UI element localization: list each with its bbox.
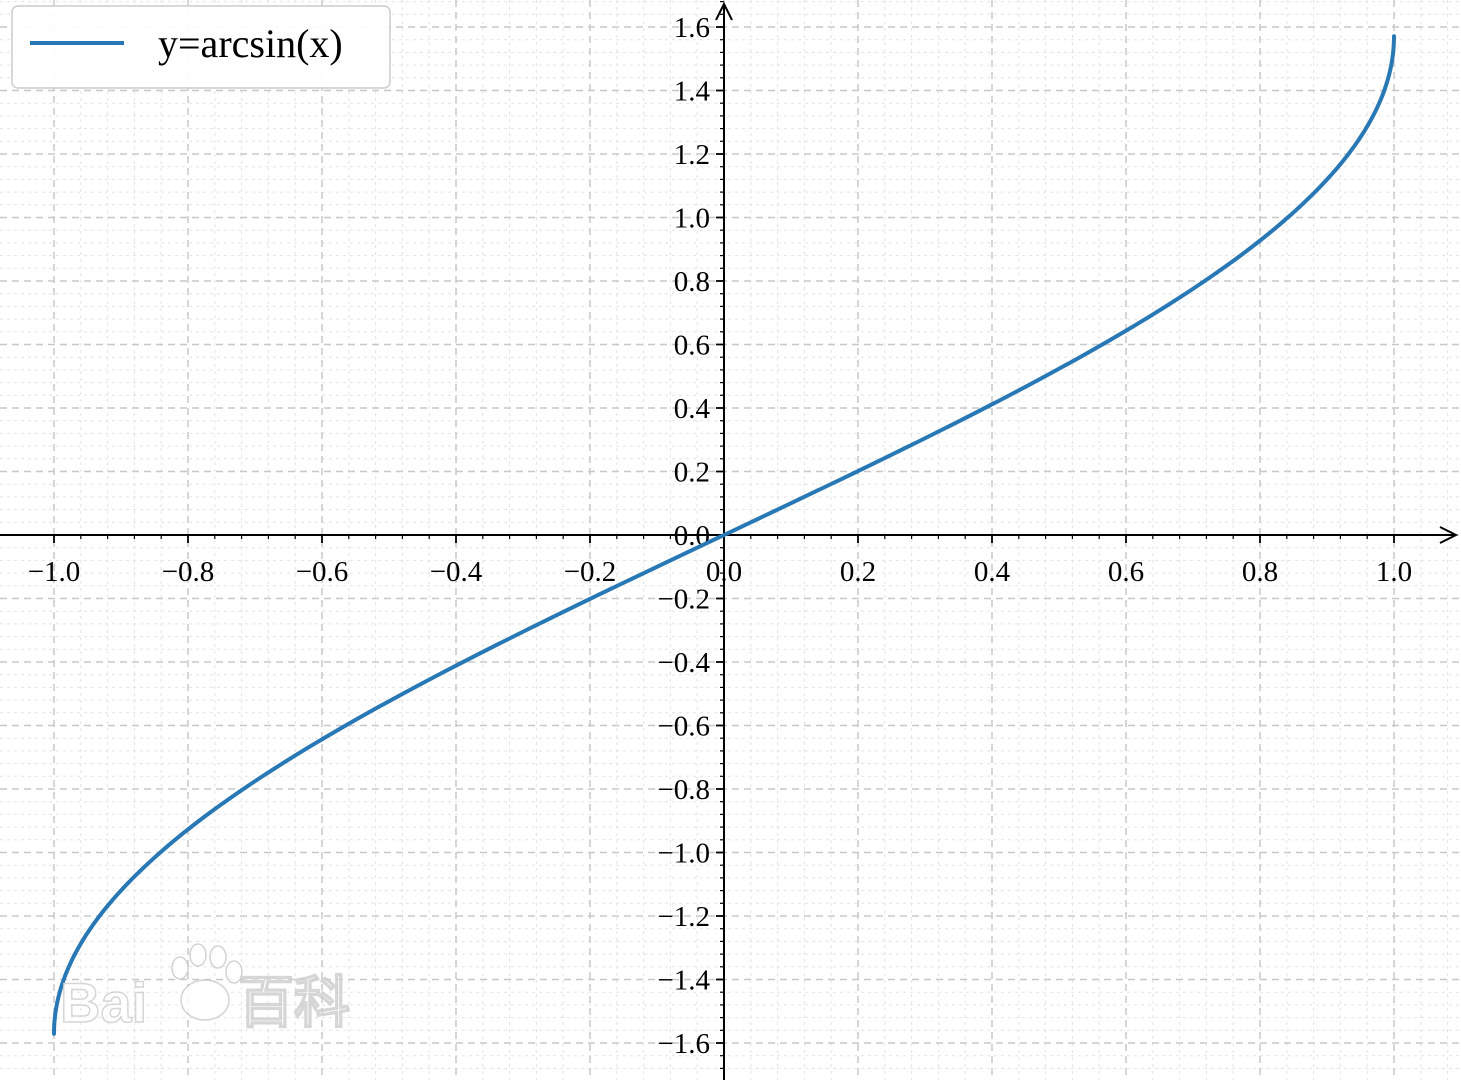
x-tick-label: 0.4: [974, 556, 1011, 588]
y-tick-label: 0.2: [674, 457, 710, 489]
y-axis-arrow: [715, 1, 733, 21]
x-tick-label: −0.8: [162, 556, 215, 588]
watermark-bai: Bai: [60, 971, 147, 1034]
x-tick-label: 1.0: [1376, 556, 1412, 588]
y-tick-label: −0.4: [657, 647, 710, 679]
y-tick-label: 1.4: [674, 76, 711, 108]
y-tick-label: 1.2: [674, 139, 710, 171]
y-tick-label: 0.6: [674, 330, 710, 362]
x-tick-label: −1.0: [28, 556, 81, 588]
legend-box: [11, 5, 391, 89]
legend: y=arcsin(x): [11, 5, 391, 89]
x-axis-arrow: [1439, 526, 1459, 544]
y-tick-label: 1.0: [674, 203, 710, 235]
paw-icon: [171, 943, 243, 1021]
y-tick-label: −1.4: [657, 965, 710, 997]
watermark: Bai 百科: [59, 943, 351, 1035]
x-tick-label: −0.6: [296, 556, 349, 588]
series: [52, 34, 1396, 1036]
y-tick-label: −0.6: [657, 711, 710, 743]
ticks: [53, 1, 1395, 1070]
x-tick-label: −0.4: [430, 556, 483, 588]
y-tick-label: 1.6: [674, 12, 710, 44]
watermark-baike: 百科: [238, 971, 350, 1034]
tick-labels: −1.0 −0.8 −0.6 −0.4 −0.2 0.0 0.2 0.4 0.6 0.8 1.0−1…: [28, 12, 1412, 1060]
y-tick-label: −1.0: [657, 838, 710, 870]
y-tick-label: −1.6: [657, 1028, 710, 1060]
x-tick-label: 0.6: [1108, 556, 1144, 588]
x-tick-label: −0.2: [564, 556, 617, 588]
y-tick-label: −0.8: [657, 774, 710, 806]
x-tick-label: 0.2: [840, 556, 876, 588]
y-tick-label: 0.8: [674, 266, 710, 298]
y-tick-label: −0.2: [657, 584, 710, 616]
x-tick-label: 0.0: [706, 556, 742, 588]
legend-label: y=arcsin(x): [158, 21, 343, 66]
y-tick-label: −1.2: [657, 901, 710, 933]
y-tick-label: 0.4: [674, 393, 711, 425]
x-tick-label: 0.8: [1242, 556, 1278, 588]
y-tick-label: 0.0: [674, 520, 710, 552]
